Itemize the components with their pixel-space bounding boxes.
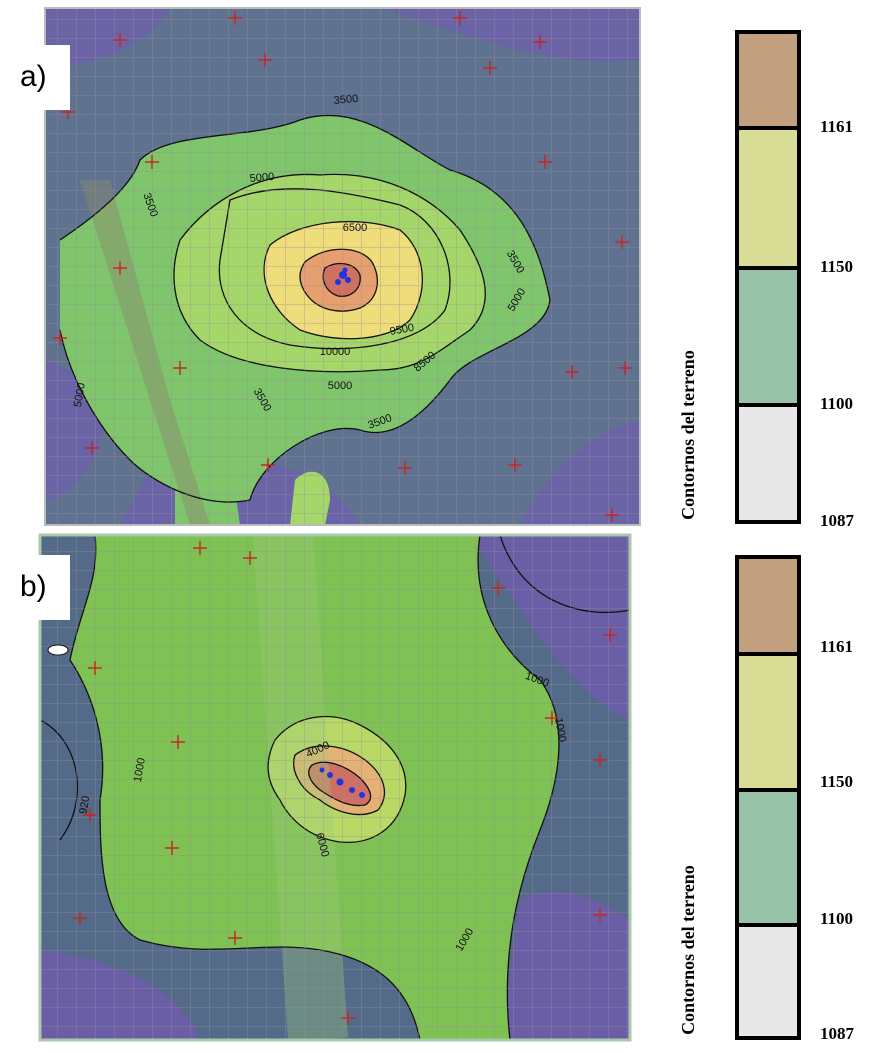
legend-value: 1087 bbox=[820, 1024, 855, 1043]
legend-value: 1161 bbox=[820, 637, 853, 656]
legend-a bbox=[737, 32, 799, 522]
contour-label: 3500 bbox=[333, 93, 358, 107]
contour-label: 10000 bbox=[320, 346, 351, 358]
map-a bbox=[45, 8, 640, 525]
contour-label: 5000 bbox=[328, 380, 352, 392]
legend-b bbox=[737, 557, 799, 1038]
legend-value: 1087 bbox=[820, 511, 855, 530]
legend-value: 1150 bbox=[820, 257, 853, 276]
figure: a)35005000650035005000100009500850050003… bbox=[0, 0, 885, 1048]
panel-label: b) bbox=[20, 570, 47, 603]
legend-title: Contornos del terreno bbox=[678, 350, 698, 520]
legend-title: Contornos del terreno bbox=[678, 865, 698, 1035]
legend-value: 1161 bbox=[820, 117, 853, 136]
legend-value: 1100 bbox=[820, 394, 853, 413]
legend-value: 1100 bbox=[820, 909, 853, 928]
contour-label: 5000 bbox=[249, 171, 274, 185]
map-b bbox=[40, 534, 630, 1042]
contour-label: 6500 bbox=[343, 222, 367, 234]
legend-value: 1150 bbox=[820, 772, 853, 791]
panel-label: a) bbox=[20, 60, 47, 93]
